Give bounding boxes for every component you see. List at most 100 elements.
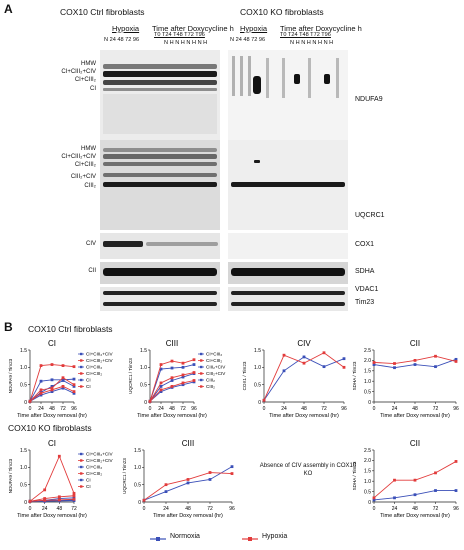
data-point bbox=[72, 391, 76, 395]
data-point bbox=[372, 363, 376, 366]
data-point bbox=[39, 388, 43, 392]
data-point bbox=[170, 385, 174, 388]
legend-marker bbox=[200, 378, 203, 382]
y-tick-label: 1.0 bbox=[20, 465, 27, 471]
panel-b-letter: B bbox=[4, 320, 13, 334]
label-uqcrc1: UQCRC1 bbox=[355, 212, 385, 219]
chart-ctrl-ciii: CIII 0 24 48 72 96 0 0.5 1.0 1.5 Time after Doxy r… bbox=[120, 338, 238, 419]
legend-text: CI+CIII₂ bbox=[206, 358, 222, 363]
legend-text: CI bbox=[86, 484, 91, 489]
chart-title: CI bbox=[48, 339, 56, 348]
label-civ: CIV bbox=[85, 241, 96, 247]
data-point bbox=[72, 383, 76, 387]
y-tick-label: 1.0 bbox=[20, 365, 27, 371]
data-point bbox=[159, 385, 163, 388]
label-ci-ciii2-civ-2: CI+CIII₂+CIV bbox=[61, 154, 96, 160]
legend-text: CI+CIII₂ bbox=[86, 471, 102, 476]
data-point bbox=[43, 488, 47, 492]
data-point bbox=[28, 399, 32, 403]
chart-title: CII bbox=[410, 339, 420, 348]
data-point bbox=[192, 363, 196, 366]
ko-doxy-label: Time after Doxycycline h bbox=[280, 24, 362, 33]
data-point bbox=[72, 385, 76, 388]
y-axis-label: SDHA / Tim23 bbox=[352, 461, 357, 490]
label-hmw-1: HMW bbox=[81, 61, 96, 67]
data-point bbox=[181, 381, 185, 385]
y-axis-label: UQCRC1 / Tim23 bbox=[128, 358, 133, 394]
x-axis-label: Time after Doxy removal (hr) bbox=[380, 413, 450, 418]
data-point bbox=[57, 454, 61, 458]
data-point bbox=[164, 490, 168, 493]
y-tick-label: 0.5 bbox=[134, 482, 141, 488]
y-tick-label: 1.5 bbox=[140, 348, 147, 354]
data-point bbox=[159, 381, 163, 385]
label-ci-ciii2-1: CI+CIII₂ bbox=[74, 77, 96, 83]
data-point bbox=[372, 496, 376, 500]
label-ciii2: CIII₂ bbox=[84, 183, 96, 189]
x-axis-label: Time after Doxy removal (hr) bbox=[17, 413, 87, 418]
x-tick-label: 0 bbox=[29, 406, 32, 412]
panel-a-ctrl-title: COX10 Ctrl fibroblasts bbox=[60, 7, 145, 17]
y-tick-label: 0.5 bbox=[364, 489, 371, 495]
data-point bbox=[39, 379, 43, 383]
data-point bbox=[181, 361, 185, 365]
y-tick-label: 0 bbox=[144, 400, 147, 406]
absence-note: Absence of CIV assembly in COX10 KO bbox=[259, 463, 357, 477]
ctrl-doxy-label: Time after Doxycycline h bbox=[152, 24, 234, 33]
data-point bbox=[72, 365, 76, 369]
legend-marker bbox=[200, 359, 203, 362]
data-point bbox=[159, 388, 163, 392]
x-tick-label: 72 bbox=[433, 506, 439, 512]
legend-marker bbox=[80, 472, 83, 475]
y-axis-label: COX1 / Tim23 bbox=[242, 361, 247, 390]
data-point bbox=[342, 357, 346, 361]
legend-marker bbox=[200, 365, 203, 369]
data-point bbox=[302, 361, 306, 365]
data-point bbox=[413, 493, 417, 497]
x-tick-label: 48 bbox=[169, 406, 175, 412]
x-tick-label: 96 bbox=[71, 406, 77, 412]
data-point bbox=[50, 386, 54, 390]
legend-marker bbox=[80, 359, 83, 362]
data-point bbox=[192, 371, 196, 374]
data-point bbox=[72, 491, 76, 495]
chart-svg-6: CII 0 24 48 72 96 0 0.5 1.0 1.5 2.0 2.5 Time after D… bbox=[352, 439, 459, 519]
x-tick-label: 72 bbox=[433, 406, 439, 412]
x-axis-label: Time after Doxy removal (hr) bbox=[269, 413, 339, 418]
chart-ctrl-civ: CIV 0 24 48 72 96 0 0.5 1.0 1.5 Time after Doxy re… bbox=[240, 338, 350, 419]
blot-ndufa9-ctrl bbox=[100, 50, 220, 140]
y-tick-label: 1.0 bbox=[134, 465, 141, 471]
data-point bbox=[148, 399, 152, 403]
chart-title: CII bbox=[410, 439, 420, 448]
data-point bbox=[164, 483, 168, 487]
chart-ko-cii: CII 0 24 48 72 96 0 0.5 1.0 1.5 2.0 2.5 Time after D… bbox=[350, 438, 462, 519]
panel-b-ko-title: COX10 KO fibroblasts bbox=[8, 423, 92, 433]
data-point bbox=[434, 354, 437, 358]
x-tick-label: 72 bbox=[180, 406, 186, 412]
legend-text: CI bbox=[86, 478, 91, 483]
x-tick-label: 0 bbox=[263, 406, 266, 412]
data-point bbox=[413, 363, 417, 366]
label-ci-ciii2-2: CI+CIII₂ bbox=[74, 162, 96, 168]
data-point bbox=[282, 369, 286, 373]
y-tick-label: 0.5 bbox=[20, 382, 27, 388]
label-cii: CII bbox=[88, 268, 96, 274]
chart-title: CIII bbox=[182, 439, 194, 448]
y-tick-label: 0 bbox=[258, 400, 261, 406]
blot-vdac1-tim23-ctrl bbox=[100, 287, 220, 311]
data-point bbox=[170, 366, 174, 370]
x-tick-label: 96 bbox=[191, 406, 197, 412]
data-point bbox=[170, 379, 174, 382]
x-tick-label: 96 bbox=[453, 406, 459, 412]
data-point bbox=[50, 390, 54, 393]
x-tick-label: 96 bbox=[341, 406, 347, 412]
data-point bbox=[72, 497, 76, 501]
data-point bbox=[454, 357, 458, 361]
chart-svg-4: CI 0 24 48 72 0 0.5 1.0 1.5 Time after Doxy remov… bbox=[8, 439, 113, 519]
legend-hypoxia-marker bbox=[242, 537, 258, 541]
x-tick-label: 24 bbox=[38, 406, 44, 412]
data-point bbox=[72, 390, 76, 393]
data-point bbox=[159, 363, 163, 366]
legend-marker bbox=[200, 352, 203, 356]
label-hmw-2: HMW bbox=[81, 146, 96, 152]
